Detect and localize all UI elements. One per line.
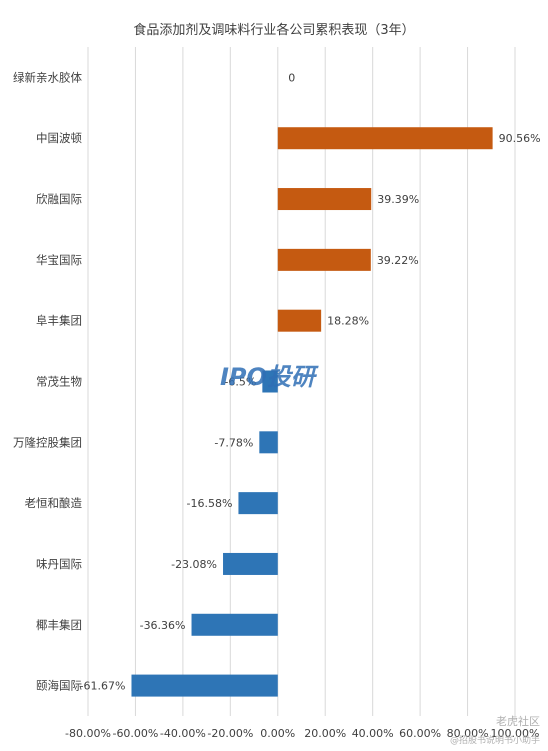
watermark-note: @招股书说明书小助手 xyxy=(450,734,540,746)
x-tick-label: 100.00% xyxy=(491,727,540,740)
watermark-logo: IPO投研 xyxy=(220,363,319,391)
bar xyxy=(277,188,372,211)
bar xyxy=(259,431,278,454)
category-label: 万隆控股集团 xyxy=(13,435,82,449)
value-label: 39.39% xyxy=(377,193,419,206)
bars xyxy=(131,127,493,697)
value-label: 18.28% xyxy=(327,315,369,328)
bar xyxy=(223,552,278,575)
value-label: -23.08% xyxy=(171,558,217,571)
value-label: 39.22% xyxy=(377,254,419,267)
bar xyxy=(262,370,278,393)
category-label: 绿新亲水胶体 xyxy=(13,70,82,84)
x-tick-label: 60.00% xyxy=(399,727,441,740)
value-label: -7.78% xyxy=(214,436,253,449)
x-tick-label: -40.00% xyxy=(160,727,206,740)
value-label: -6.5% xyxy=(224,376,256,389)
watermark-site: 老虎社区 xyxy=(496,714,540,728)
category-label: 老恒和酿造 xyxy=(25,496,83,510)
value-label: -16.58% xyxy=(187,497,233,510)
x-tick-label: 80.00% xyxy=(447,727,489,740)
category-label: 颐海国际 xyxy=(36,679,82,693)
x-tick-label: -60.00% xyxy=(112,727,158,740)
bar xyxy=(277,309,322,332)
x-tick-label: 40.00% xyxy=(352,727,394,740)
x-tick-label: -80.00% xyxy=(65,727,111,740)
category-label: 阜丰集团 xyxy=(36,314,82,328)
category-label: 常茂生物 xyxy=(36,375,82,389)
category-label: 中国波顿 xyxy=(36,131,82,145)
bar xyxy=(131,674,278,697)
x-tick-label: 0.00% xyxy=(260,727,295,740)
bar xyxy=(191,613,278,636)
value-label: 90.56% xyxy=(499,132,541,145)
bar xyxy=(238,492,278,515)
value-labels: 0 90.56% 39.39% 39.22% 18.28% -6.5% -7.78% -16.… xyxy=(80,71,541,692)
x-tick-label: 20.00% xyxy=(304,727,346,740)
x-tick-label: -20.00% xyxy=(207,727,253,740)
category-label: 欣融国际 xyxy=(36,192,82,206)
chart-title: 食品添加剂及调味料行业各公司累积表现（3年） xyxy=(133,22,414,38)
value-label: -36.36% xyxy=(140,619,186,632)
category-label: 华宝国际 xyxy=(36,253,82,267)
bar xyxy=(277,127,493,150)
x-axis-ticks: -80.00% -60.00% -40.00% -20.00% 0.00% 20.00% 4… xyxy=(65,727,539,740)
value-label: 0 xyxy=(288,71,295,84)
category-label: 味丹国际 xyxy=(36,557,82,571)
category-label: 椰丰集团 xyxy=(36,618,82,632)
bar xyxy=(277,248,371,271)
value-label: -61.67% xyxy=(80,680,126,693)
category-labels: 绿新亲水胶体中国波顿欣融国际华宝国际阜丰集团常茂生物万隆控股集团老恒和酿造味丹国… xyxy=(13,70,82,692)
